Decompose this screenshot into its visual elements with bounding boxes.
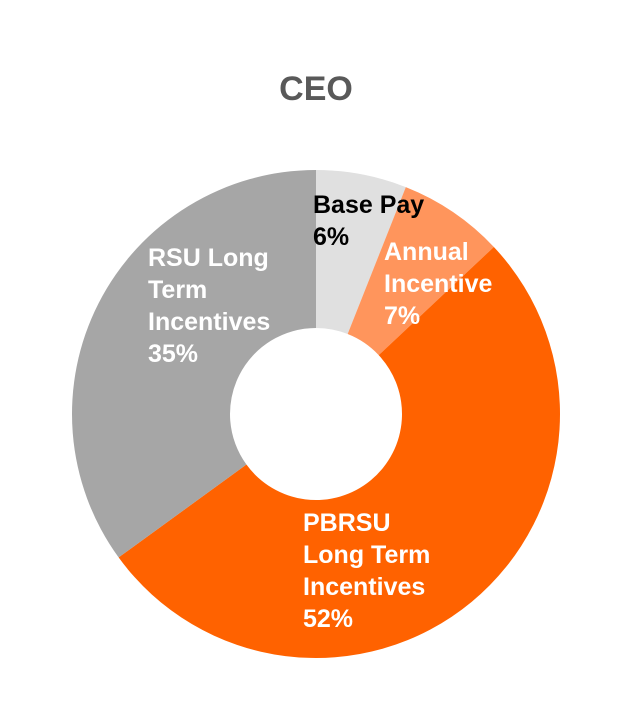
data-label-line: Incentive <box>384 270 492 298</box>
data-label-annual-incentive: Annual Incentive 7% <box>384 238 492 330</box>
data-label-line: RSU Long <box>148 244 269 272</box>
data-label-line: 35% <box>148 340 198 368</box>
data-label-line: 6% <box>313 223 349 251</box>
data-label-line: Long Term <box>303 541 430 569</box>
slice-pbrsu-long-term-incentives <box>118 246 560 658</box>
data-label-pbrsu-long-term-incentives: PBRSU Long Term Incentives 52% <box>303 509 430 633</box>
data-label-line: Incentives <box>303 573 425 601</box>
data-label-line: Base Pay <box>313 191 424 219</box>
data-label-rsu-long-term-incentives: RSU Long Term Incentives 35% <box>148 244 270 368</box>
data-label-line: Term <box>148 276 207 304</box>
slice-annual-incentive <box>347 187 494 356</box>
data-label-line: 7% <box>384 302 420 330</box>
chart-title: CEO <box>279 70 353 108</box>
data-label-base-pay: Base Pay 6% <box>313 191 424 251</box>
data-label-line: PBRSU <box>303 509 391 537</box>
data-label-line: Incentives <box>148 308 270 336</box>
slice-base-pay <box>316 170 406 335</box>
data-label-line: 52% <box>303 605 353 633</box>
data-label-line: Annual <box>384 238 469 266</box>
slice-rsu-long-term-incentives <box>72 170 316 558</box>
